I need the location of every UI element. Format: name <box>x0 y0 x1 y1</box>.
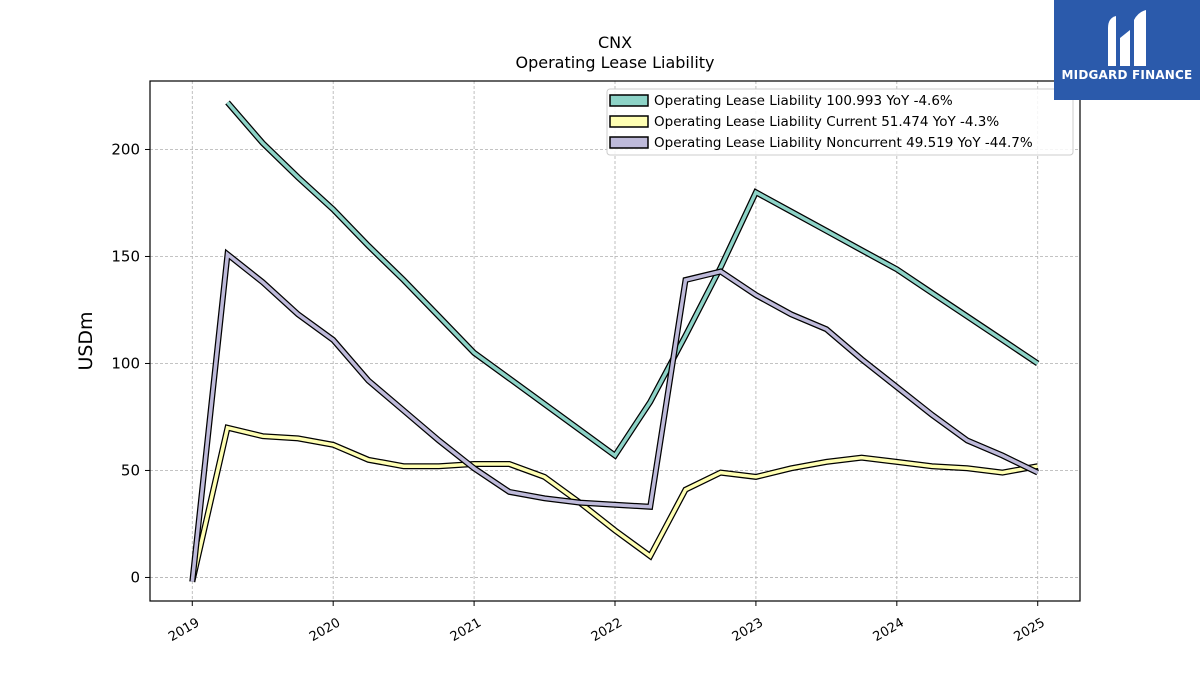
series-line-0 <box>226 101 1039 458</box>
legend-swatch <box>609 94 649 107</box>
y-axis-label: USDm <box>75 311 97 370</box>
legend-swatch <box>609 136 649 149</box>
series-layer <box>189 100 1040 583</box>
y-tick-label: 100 <box>111 354 140 372</box>
series-line-2 <box>190 250 1039 582</box>
y-tick-label: 200 <box>111 140 140 158</box>
legend-label: Operating Lease Liability 100.993 YoY -4… <box>654 93 953 109</box>
legend-swatch <box>609 115 649 128</box>
legend-label: Operating Lease Liability Current 51.474… <box>654 114 999 130</box>
chart-title: CNX <box>598 33 632 52</box>
legend: Operating Lease Liability 100.993 YoY -4… <box>606 88 1074 156</box>
series-line-1 <box>190 425 1039 583</box>
x-tick-label: 2025 <box>1012 615 1048 645</box>
y-tick-label: 0 <box>130 568 140 586</box>
legend-box <box>606 88 1074 156</box>
x-tick-label: 2020 <box>307 615 343 645</box>
legend-label: Operating Lease Liability Noncurrent 49.… <box>654 135 1033 151</box>
chart-subtitle: Operating Lease Liability <box>515 53 714 72</box>
x-tick-label: 2023 <box>730 615 766 645</box>
midgard-finance-logo: MIDGARD FINANCE <box>1054 0 1200 100</box>
x-tick-label: 2021 <box>448 615 484 645</box>
grid-lines <box>150 81 1080 601</box>
y-tick-label: 50 <box>121 461 140 479</box>
y-tick-label: 150 <box>111 247 140 265</box>
logo-text: MIDGARD FINANCE <box>1061 68 1193 82</box>
logo-mark-icon <box>1108 10 1146 66</box>
x-tick-label: 2024 <box>871 615 907 645</box>
x-tick-label: 2022 <box>589 615 625 645</box>
x-tick-label: 2019 <box>166 615 202 645</box>
